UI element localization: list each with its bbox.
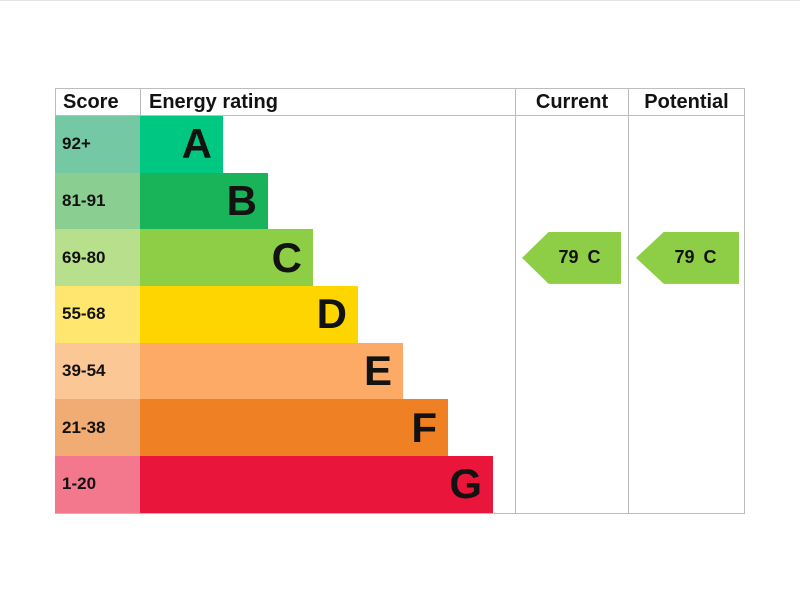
potential-score-value: 79	[674, 247, 695, 268]
current-column: 79 C	[515, 116, 628, 513]
chart-header-row: Score Energy rating Current Potential	[55, 88, 745, 116]
score-range-cell: 21-38	[55, 399, 140, 457]
score-range-cell: 81-91	[55, 172, 140, 230]
header-energy-rating: Energy rating	[140, 89, 515, 115]
band-row: 1-20 G	[55, 456, 515, 513]
band-row: 21-38 F	[55, 399, 515, 457]
band-bar: G	[140, 456, 493, 513]
potential-rating-letter: C	[703, 247, 717, 268]
potential-rating-arrow: 79 C	[636, 231, 739, 284]
score-range-cell: 69-80	[55, 229, 140, 287]
image-top-border	[0, 0, 800, 1]
current-rating-arrow: 79 C	[522, 231, 621, 284]
current-score-value: 79	[558, 247, 579, 268]
bands: 92+ A 81-91 B 69-80 C 55-68 D 39-54 E 21…	[55, 116, 515, 513]
band-bar: C	[140, 229, 313, 287]
band-bar: B	[140, 172, 268, 230]
score-range-cell: 92+	[55, 116, 140, 173]
header-current: Current	[515, 89, 628, 115]
band-bar: E	[140, 342, 403, 400]
score-range-cell: 55-68	[55, 286, 140, 343]
score-range-cell: 39-54	[55, 342, 140, 400]
band-bar: F	[140, 399, 448, 457]
band-bar: D	[140, 286, 358, 343]
band-row: 81-91 B	[55, 172, 515, 230]
chart-body: 92+ A 81-91 B 69-80 C 55-68 D 39-54 E 21…	[55, 116, 745, 514]
header-potential: Potential	[628, 89, 745, 115]
epc-rating-chart: Score Energy rating Current Potential 92…	[55, 88, 745, 514]
band-row: 92+ A	[55, 116, 515, 173]
header-score: Score	[55, 89, 140, 115]
band-bar: A	[140, 116, 223, 173]
band-row: 69-80 C	[55, 229, 515, 287]
band-row: 55-68 D	[55, 286, 515, 343]
potential-column: 79 C	[628, 116, 745, 513]
current-rating-letter: C	[587, 247, 601, 268]
band-row: 39-54 E	[55, 342, 515, 400]
score-range-cell: 1-20	[55, 456, 140, 513]
